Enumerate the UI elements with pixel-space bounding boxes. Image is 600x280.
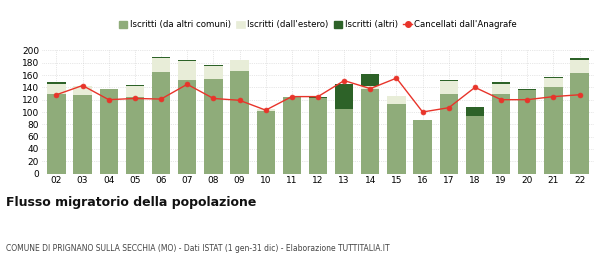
Bar [204, 65, 223, 66]
Bar [388, 104, 406, 174]
Bar [413, 120, 432, 174]
Bar [152, 72, 170, 174]
Bar [178, 62, 196, 80]
Bar [335, 84, 353, 109]
Bar [571, 60, 589, 73]
Bar [178, 80, 196, 174]
Bar [440, 81, 458, 94]
Bar [178, 60, 196, 62]
Bar [126, 97, 144, 174]
Bar [466, 116, 484, 174]
Bar [492, 84, 510, 94]
Bar [47, 94, 65, 174]
Bar [126, 85, 144, 86]
Text: COMUNE DI PRIGNANO SULLA SECCHIA (MO) - Dati ISTAT (1 gen-31 dic) - Elaborazione: COMUNE DI PRIGNANO SULLA SECCHIA (MO) - … [6, 244, 389, 253]
Bar [361, 88, 379, 174]
Bar [544, 78, 563, 87]
Bar [73, 95, 92, 174]
Bar [544, 77, 563, 78]
Bar [492, 94, 510, 174]
Bar [47, 84, 65, 94]
Bar [100, 88, 118, 174]
Bar [230, 60, 248, 71]
Bar [361, 85, 379, 88]
Bar [309, 97, 327, 98]
Bar [283, 97, 301, 174]
Bar [518, 90, 536, 174]
Bar [571, 73, 589, 174]
Bar [309, 98, 327, 174]
Text: Flusso migratorio della popolazione: Flusso migratorio della popolazione [6, 196, 256, 209]
Bar [335, 109, 353, 174]
Bar [47, 82, 65, 84]
Bar [73, 85, 92, 95]
Bar [388, 96, 406, 104]
Bar [518, 89, 536, 90]
Bar [544, 87, 563, 174]
Bar [257, 109, 275, 111]
Bar [126, 86, 144, 97]
Bar [204, 66, 223, 79]
Bar [440, 94, 458, 174]
Bar [152, 59, 170, 72]
Bar [361, 74, 379, 85]
Bar [257, 111, 275, 174]
Bar [466, 107, 484, 116]
Bar [230, 71, 248, 174]
Bar [152, 57, 170, 59]
Bar [440, 80, 458, 81]
Bar [492, 82, 510, 84]
Bar [571, 59, 589, 60]
Bar [204, 79, 223, 174]
Legend: Iscritti (da altri comuni), Iscritti (dall'estero), Iscritti (altri), Cancellati: Iscritti (da altri comuni), Iscritti (da… [119, 20, 517, 29]
